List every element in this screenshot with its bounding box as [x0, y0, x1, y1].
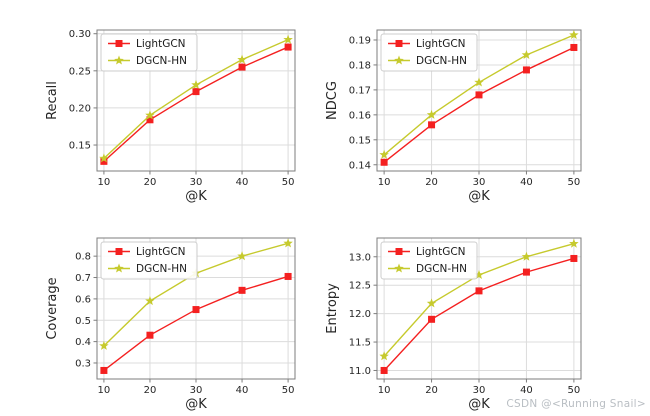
- ndcg-y-axis-label: NDCG: [325, 81, 340, 120]
- svg-text:0.4: 0.4: [75, 337, 91, 348]
- entropy-chart: 10 20 30 40 50 11.0 11.5 12.0 12.5 13.0 Entropy @K L…: [325, 237, 582, 412]
- entropy-series-lightgcn: [380, 254, 578, 374]
- svg-text:13.0: 13.0: [349, 252, 371, 263]
- svg-text:0.15: 0.15: [349, 135, 371, 146]
- coverage-series-lightgcn: [100, 272, 292, 374]
- svg-text:20: 20: [425, 177, 438, 188]
- svg-text:20: 20: [144, 385, 157, 396]
- svg-text:50: 50: [282, 385, 295, 396]
- svg-text:10: 10: [98, 385, 111, 396]
- recall-chart: 10 20 30 40 50 0.15 0.20 0.25 0.30 Recall @K LightG…: [45, 29, 296, 204]
- svg-text:0.18: 0.18: [349, 60, 371, 71]
- svg-text:20: 20: [144, 177, 157, 188]
- svg-text:0.3: 0.3: [75, 358, 91, 369]
- entropy-ticks: 10 20 30 40 50 11.0 11.5 12.0 12.5 13.0: [349, 252, 581, 396]
- recall-x-axis-label: @K: [185, 189, 207, 204]
- svg-text:30: 30: [190, 177, 203, 188]
- svg-text:LightGCN: LightGCN: [416, 246, 466, 258]
- svg-text:0.6: 0.6: [75, 294, 91, 305]
- svg-text:10: 10: [378, 177, 391, 188]
- svg-text:12.0: 12.0: [349, 309, 371, 320]
- entropy-x-axis-label: @K: [468, 397, 490, 412]
- coverage-legend: LightGCN DGCN-HN: [100, 241, 198, 280]
- chart-panel-coverage: 10 20 30 40 50 0.3 0.4 0.5 0.6 0.7 0.8 Coverage @K Li…: [0, 208, 325, 416]
- svg-text:40: 40: [520, 385, 533, 396]
- ndcg-chart: 10 20 30 40 50 0.14 0.15 0.16 0.17 0.18 0.19 NDCG @K…: [325, 29, 582, 204]
- svg-text:10: 10: [98, 177, 111, 188]
- ndcg-x-axis-label: @K: [468, 189, 490, 204]
- ndcg-series-dgcn-hn: [379, 29, 579, 159]
- svg-text:0.20: 0.20: [69, 103, 91, 114]
- svg-text:12.5: 12.5: [349, 281, 371, 292]
- svg-text:0.17: 0.17: [349, 85, 371, 96]
- svg-text:30: 30: [473, 385, 486, 396]
- svg-text:0.19: 0.19: [349, 35, 371, 46]
- svg-text:30: 30: [190, 385, 203, 396]
- chart-panel-ndcg: 10 20 30 40 50 0.14 0.15 0.16 0.17 0.18 0.19 NDCG @K…: [325, 0, 650, 208]
- coverage-ticks: 10 20 30 40 50 0.3 0.4 0.5 0.6 0.7 0.8: [75, 252, 294, 396]
- recall-legend: LightGCN DGCN-HN: [100, 33, 198, 72]
- svg-text:DGCN-HN: DGCN-HN: [136, 263, 187, 275]
- svg-text:40: 40: [520, 177, 533, 188]
- svg-text:0.30: 0.30: [69, 29, 91, 40]
- watermark: CSDN @<Running Snail>: [506, 398, 646, 410]
- chart-panel-entropy: 10 20 30 40 50 11.0 11.5 12.0 12.5 13.0 Entropy @K L…: [325, 208, 650, 416]
- recall-series-dgcn-hn: [99, 34, 293, 163]
- svg-text:0.16: 0.16: [349, 110, 371, 121]
- coverage-chart: 10 20 30 40 50 0.3 0.4 0.5 0.6 0.7 0.8 Coverage @K Li…: [45, 237, 296, 412]
- ndcg-grid: [377, 30, 581, 171]
- svg-text:0.8: 0.8: [75, 252, 91, 263]
- ndcg-ticks: 10 20 30 40 50 0.14 0.15 0.16 0.17 0.18 0.19: [349, 35, 581, 188]
- svg-text:DGCN-HN: DGCN-HN: [136, 55, 187, 67]
- svg-text:50: 50: [282, 177, 295, 188]
- entropy-y-axis-label: Entropy: [325, 283, 340, 334]
- svg-text:LightGCN: LightGCN: [136, 38, 186, 50]
- svg-text:20: 20: [425, 385, 438, 396]
- recall-y-axis-label: Recall: [45, 81, 60, 120]
- svg-text:0.25: 0.25: [69, 66, 91, 77]
- entropy-legend: LightGCN DGCN-HN: [380, 241, 478, 280]
- svg-text:DGCN-HN: DGCN-HN: [416, 55, 467, 67]
- svg-text:10: 10: [378, 385, 391, 396]
- svg-text:11.0: 11.0: [349, 366, 371, 377]
- svg-text:30: 30: [473, 177, 486, 188]
- svg-text:0.5: 0.5: [75, 316, 91, 327]
- svg-text:0.15: 0.15: [69, 141, 91, 152]
- svg-text:50: 50: [568, 385, 581, 396]
- coverage-y-axis-label: Coverage: [45, 277, 60, 339]
- svg-text:40: 40: [236, 177, 249, 188]
- svg-text:0.7: 0.7: [75, 273, 91, 284]
- ndcg-legend: LightGCN DGCN-HN: [380, 33, 478, 72]
- ndcg-series-lightgcn: [380, 43, 578, 166]
- svg-text:LightGCN: LightGCN: [416, 38, 466, 50]
- entropy-series-dgcn-hn: [379, 238, 579, 361]
- chart-panel-recall: 10 20 30 40 50 0.15 0.20 0.25 0.30 Recall @K LightG…: [0, 0, 325, 208]
- svg-text:LightGCN: LightGCN: [136, 246, 186, 258]
- svg-text:0.14: 0.14: [349, 160, 371, 171]
- svg-text:11.5: 11.5: [349, 338, 371, 349]
- svg-text:50: 50: [568, 177, 581, 188]
- recall-ticks: 10 20 30 40 50 0.15 0.20 0.25 0.30: [69, 29, 295, 188]
- svg-text:DGCN-HN: DGCN-HN: [416, 263, 467, 275]
- recall-series-lightgcn: [100, 43, 292, 165]
- svg-text:40: 40: [236, 385, 249, 396]
- coverage-x-axis-label: @K: [185, 397, 207, 412]
